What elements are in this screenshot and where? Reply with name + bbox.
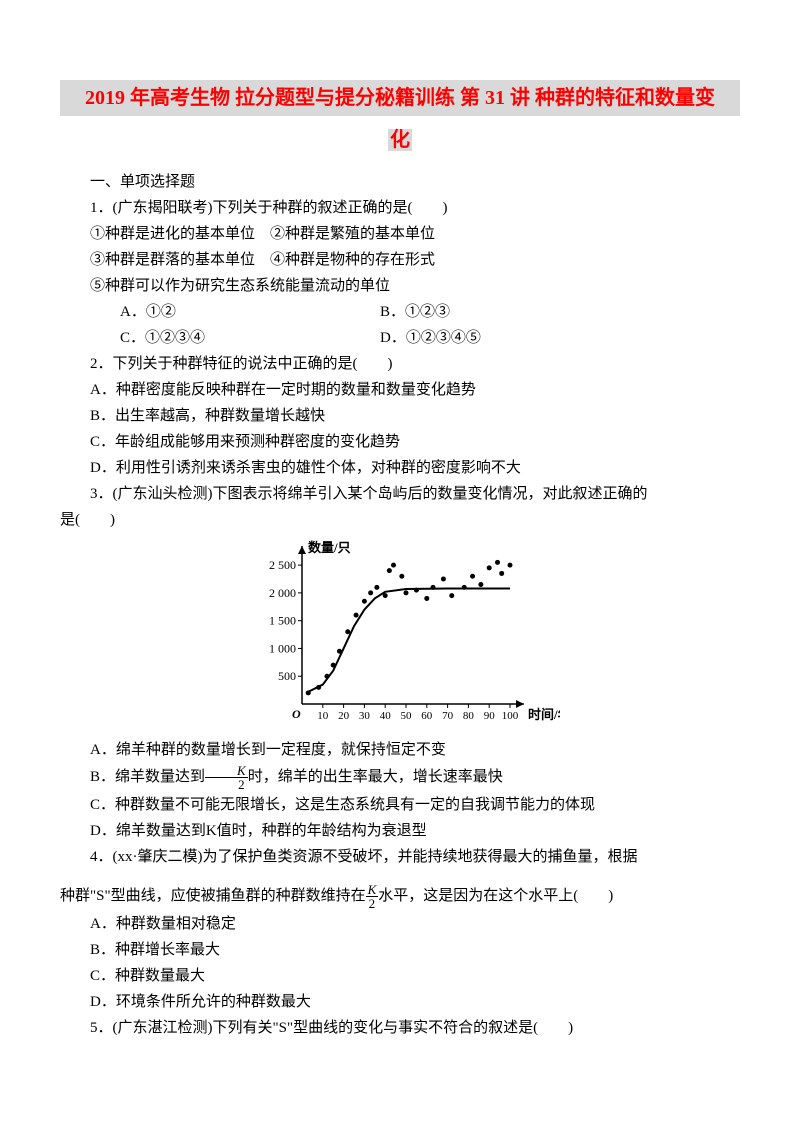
q4-stem-b-post: 水平，这是因为在这个水平上( ) (378, 888, 613, 904)
q1-opt-d: D．①②③④⑤ (350, 326, 481, 350)
svg-text:30: 30 (359, 710, 371, 722)
svg-text:O: O (292, 707, 301, 721)
svg-text:50: 50 (401, 710, 413, 722)
q3-opt-b-pre: B．绵羊数量达到 (90, 769, 205, 785)
q3-opt-d: D．绵羊数量达到K值时，种群的年龄结构为衰退型 (60, 819, 740, 843)
q2-opt-a: A．种群密度能反映种群在一定时期的数量和数量变化趋势 (60, 378, 740, 402)
q4-opt-d: D．环境条件所允许的种群数最大 (60, 990, 740, 1014)
q1-opt-b: B．①②③ (350, 300, 450, 324)
svg-text:60: 60 (421, 710, 433, 722)
q1-opt-c: C．①②③④ (90, 326, 350, 350)
q3-opt-b: B．绵羊数量达到K2时，绵羊的出生率最大，增长速率最快 (60, 764, 740, 791)
q3-stem-b: 是( ) (60, 508, 740, 532)
q1-opt-a: A．①② (90, 300, 350, 324)
q1-stem: 1．(广东揭阳联考)下列关于种群的叙述正确的是( ) (60, 196, 740, 220)
q1-sub3: ⑤种群可以作为研究生态系统能量流动的单位 (60, 274, 740, 298)
fraction-k2-1: K2 (205, 764, 248, 791)
frac-num: K (205, 764, 248, 778)
q5-stem: 5．(广东湛江检测)下列有关"S"型曲线的变化与事实不符合的叙述是( ) (60, 1016, 740, 1040)
svg-text:40: 40 (380, 710, 392, 722)
doc-title-line2: 化 (388, 129, 412, 151)
svg-text:500: 500 (278, 669, 296, 683)
q4-opt-c: C．种群数量最大 (60, 964, 740, 988)
section-heading: 一、单项选择题 (60, 170, 740, 194)
svg-text:时间/年: 时间/年 (528, 707, 560, 722)
svg-text:100: 100 (502, 710, 519, 722)
q4-stem-b-pre: 种群"S"型曲线，应使被捕鱼群的种群数维持在 (60, 888, 366, 904)
svg-text:2 500: 2 500 (269, 558, 296, 572)
q4-stem-a: 4．(xx·肇庆二模)为了保护鱼类资源不受破坏，并能持续地获得最大的捕鱼量，根据 (60, 845, 740, 869)
q2-opt-d: D．利用性引诱剂来诱杀害虫的雄性个体，对种群的密度影响不大 (60, 456, 740, 480)
svg-text:1 000: 1 000 (269, 641, 296, 655)
q1-opts-ab: A．①②B．①②③ (60, 300, 740, 324)
q3-stem-a: 3．(广东汕头检测)下图表示将绵羊引入某个岛屿后的数量变化情况，对此叙述正确的 (60, 482, 740, 506)
fraction-k2-2: K2 (366, 883, 379, 910)
q4-opt-a: A．种群数量相对稳定 (60, 912, 740, 936)
frac-num-2: K (366, 883, 379, 897)
svg-text:20: 20 (338, 710, 350, 722)
svg-text:1 500: 1 500 (269, 614, 296, 628)
q2-opt-c: C．年龄组成能够用来预测种群密度的变化趋势 (60, 430, 740, 454)
chart-container: 500 1 000 1 500 2 000 2 500 10 20 30 40 50 60 70 80 9… (60, 536, 740, 734)
population-chart: 500 1 000 1 500 2 000 2 500 10 20 30 40 50 60 70 80 9… (240, 536, 560, 726)
svg-text:10: 10 (317, 710, 329, 722)
svg-text:70: 70 (442, 710, 454, 722)
q1-sub2: ③种群是群落的基本单位 ④种群是物种的存在形式 (60, 248, 740, 272)
spacer (60, 871, 740, 881)
svg-text:90: 90 (484, 710, 496, 722)
q3-opt-c: C．种群数量不可能无限增长，这是生态系统具有一定的自我调节能力的体现 (60, 793, 740, 817)
q2-opt-b: B．出生率越高，种群数量增长越快 (60, 404, 740, 428)
doc-title-line1: 2019 年高考生物 拉分题型与提分秘籍训练 第 31 讲 种群的特征和数量变 (60, 80, 740, 116)
svg-text:80: 80 (463, 710, 475, 722)
svg-text:数量/只: 数量/只 (308, 540, 351, 555)
frac-den-2: 2 (366, 897, 379, 910)
frac-den: 2 (205, 778, 248, 791)
q2-stem: 2．下列关于种群特征的说法中正确的是( ) (60, 352, 740, 376)
q1-sub1: ①种群是进化的基本单位 ②种群是繁殖的基本单位 (60, 222, 740, 246)
q4-stem-b: 种群"S"型曲线，应使被捕鱼群的种群数维持在K2水平，这是因为在这个水平上( ) (60, 883, 740, 910)
q3-opt-b-post: 时，绵羊的出生率最大，增长速率最快 (248, 769, 503, 785)
svg-text:2 000: 2 000 (269, 586, 296, 600)
q4-opt-b: B．种群增长率最大 (60, 938, 740, 962)
doc-title-line2-wrap: 化 (60, 122, 740, 158)
q1-opts-cd: C．①②③④D．①②③④⑤ (60, 326, 740, 350)
q3-opt-a: A．绵羊种群的数量增长到一定程度，就保持恒定不变 (60, 738, 740, 762)
